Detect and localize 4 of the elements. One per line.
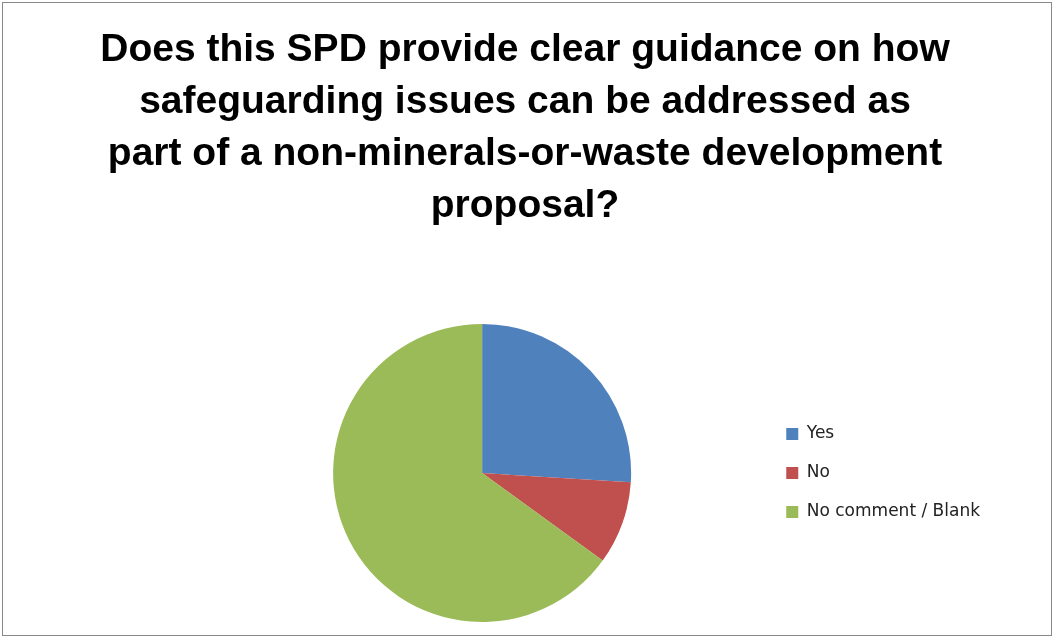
legend-label: Yes <box>805 422 835 443</box>
legend-label: No <box>806 461 830 482</box>
legend-label: No comment / Blank <box>806 500 981 521</box>
chart-title: Does this SPD provide clear guidance on how safeguarding issues can be addressed as part of a non-minerals-or-waste development proposal? <box>100 25 950 227</box>
